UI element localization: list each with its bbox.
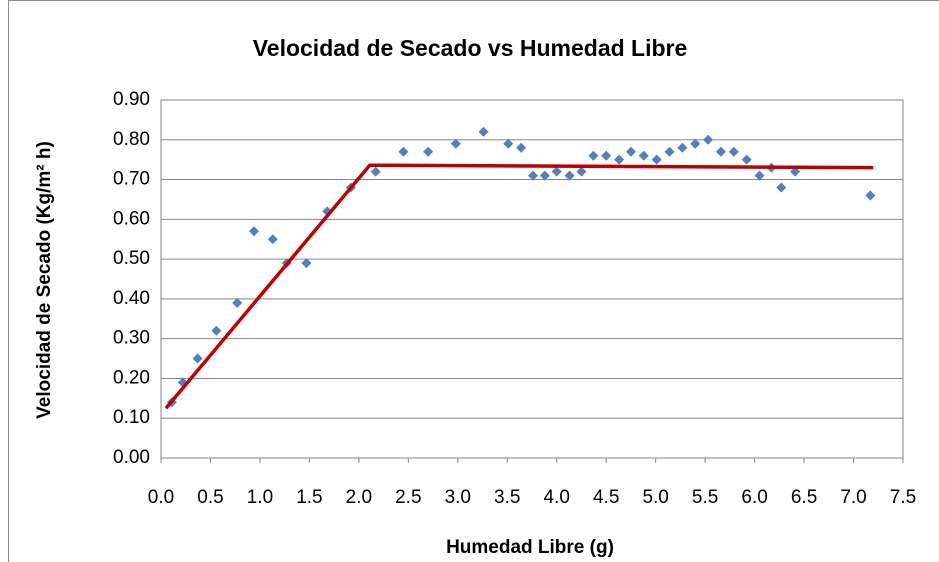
- marker: [516, 142, 527, 153]
- marker: [503, 138, 514, 149]
- marker: [614, 154, 625, 165]
- marker: [370, 166, 381, 177]
- marker: [715, 146, 726, 157]
- marker: [703, 134, 714, 145]
- y-tick-label: 0.60: [113, 208, 150, 229]
- marker: [232, 297, 243, 308]
- plot-area: [160, 99, 904, 459]
- x-tick-label: 2.5: [395, 487, 421, 508]
- x-tick-label: 6.5: [791, 487, 817, 508]
- x-tick-label: 1.5: [296, 487, 322, 508]
- marker: [527, 170, 538, 181]
- x-tick-label: 4.0: [544, 487, 570, 508]
- y-tick-label: 0.50: [113, 248, 150, 269]
- y-tick-label: 0.10: [113, 407, 150, 428]
- marker: [664, 146, 675, 157]
- y-tick-label: 0.40: [113, 288, 150, 309]
- trend-line: [164, 163, 874, 410]
- marker: [301, 258, 312, 269]
- marker: [248, 226, 259, 237]
- x-tick-label: 4.5: [593, 487, 619, 508]
- marker: [790, 166, 801, 177]
- y-tick-label: 0.70: [113, 169, 150, 190]
- marker: [625, 146, 636, 157]
- marker: [267, 234, 278, 245]
- marker: [754, 170, 765, 181]
- x-tick-label: 0.0: [148, 487, 174, 508]
- x-tick-label: 5.0: [642, 487, 668, 508]
- marker: [564, 170, 575, 181]
- marker: [651, 154, 662, 165]
- marker: [865, 190, 876, 201]
- y-tick-label: 0.00: [113, 447, 150, 468]
- marker: [551, 166, 562, 177]
- marker: [588, 150, 599, 161]
- x-tick-label: 5.5: [692, 487, 718, 508]
- y-axis-label: Velocidad de Secado (Kg/m² h): [34, 141, 55, 419]
- marker: [450, 138, 461, 149]
- chart-title: Velocidad de Secado vs Humedad Libre: [253, 35, 688, 61]
- y-tick-label: 0.90: [113, 89, 150, 110]
- x-tick-label: 7.0: [840, 487, 866, 508]
- x-tick-label: 3.5: [494, 487, 520, 508]
- x-axis-label: Humedad Libre (g): [446, 537, 614, 558]
- marker: [398, 146, 409, 157]
- x-tick-label: 3.0: [445, 487, 471, 508]
- marker: [638, 150, 649, 161]
- x-tick-label: 1.0: [247, 487, 273, 508]
- x-tick-label: 2.0: [346, 487, 372, 508]
- marker: [211, 325, 222, 336]
- chart-frame: [8, 0, 939, 562]
- marker: [423, 146, 434, 157]
- x-tick-label: 7.5: [890, 487, 916, 508]
- marker: [728, 146, 739, 157]
- marker: [741, 154, 752, 165]
- x-tick-label: 6.0: [741, 487, 767, 508]
- marker: [478, 126, 489, 137]
- x-tick-label: 0.5: [197, 487, 223, 508]
- y-tick-label: 0.20: [113, 367, 150, 388]
- y-tick-label: 0.80: [113, 129, 150, 150]
- marker: [576, 166, 587, 177]
- marker: [677, 142, 688, 153]
- marker: [192, 353, 203, 364]
- marker: [601, 150, 612, 161]
- marker: [690, 138, 701, 149]
- marker: [776, 182, 787, 193]
- marker: [539, 170, 550, 181]
- y-tick-label: 0.30: [113, 328, 150, 349]
